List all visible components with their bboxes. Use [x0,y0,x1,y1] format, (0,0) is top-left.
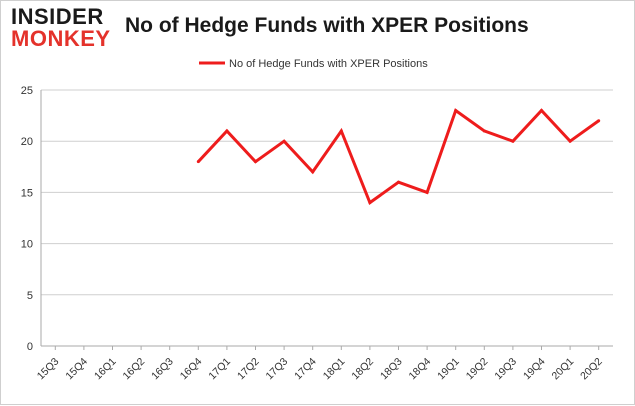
data-point [568,139,572,143]
x-tick-label: 16Q3 [149,356,176,383]
data-point [454,108,458,112]
y-tick-label: 25 [21,85,33,97]
chart-title: No of Hedge Funds with XPER Positions [125,14,529,37]
data-point [397,180,400,184]
x-tick-label: 18Q1 [321,356,348,383]
legend-label: No of Hedge Funds with XPER Positions [229,58,428,70]
insider-monkey-logo: INSIDER MONKEY [11,5,113,51]
x-tick-label: 19Q4 [521,356,548,383]
x-tick-label: 16Q1 [92,356,119,383]
data-point [339,129,343,133]
x-tick-label: 16Q4 [178,356,205,383]
series-layer [196,108,601,205]
y-tick-label: 5 [27,290,33,302]
x-tick-label: 17Q4 [292,356,319,383]
legend: No of Hedge Funds with XPER Positions [199,58,428,70]
x-tick-label: 15Q4 [63,356,90,383]
logo-text-bottom: MONKEY [11,26,111,51]
x-tick-label: 19Q3 [492,356,519,383]
y-tick-label: 10 [21,239,33,251]
x-tick-label: 18Q4 [407,356,434,383]
data-point [225,129,229,133]
x-tick-label: 18Q3 [378,356,405,383]
data-point [196,160,200,164]
x-tick-label: 19Q2 [464,356,491,383]
x-tick-label: 17Q1 [206,356,233,383]
data-point [282,139,286,143]
x-tick-label: 17Q3 [264,356,291,383]
y-axis: 0 5 10 15 20 25 [21,85,42,353]
y-tick-label: 15 [21,187,33,199]
x-tick-label: 15Q3 [35,356,62,383]
data-point [597,119,601,123]
x-tick-label: 20Q1 [550,356,577,383]
x-tick-label: 16Q2 [121,356,148,383]
x-tick-label: 19Q1 [435,356,462,383]
y-tick-label: 0 [27,341,33,353]
data-point [368,201,372,205]
series-line-0 [197,108,600,205]
grid-lines [41,89,613,347]
x-tick-label: 20Q2 [578,356,605,383]
y-tick-label: 20 [21,136,33,148]
x-tick-label: 17Q2 [235,356,262,383]
data-point [254,160,257,164]
x-axis: 15Q3 15Q4 16Q1 16Q2 16Q3 16Q4 17Q1 17Q2 17Q3 17Q4… [35,345,613,383]
data-point [511,139,515,143]
data-point [311,170,315,174]
data-point [425,190,429,194]
x-tick-label: 18Q2 [349,356,376,383]
data-point [540,108,543,112]
logo-text-top: INSIDER [11,4,104,29]
data-point [482,129,486,133]
